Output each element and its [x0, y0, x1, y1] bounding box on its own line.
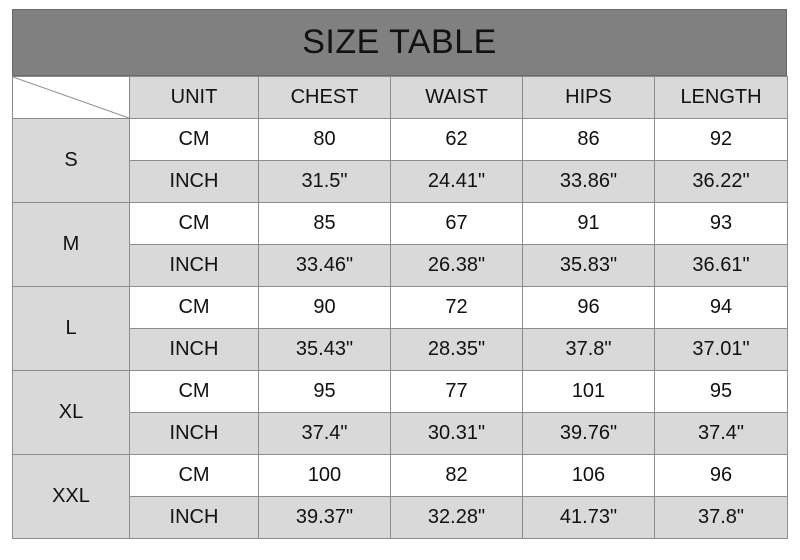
measurement-cell: 93: [654, 202, 788, 245]
measurement-cell: 91: [522, 202, 655, 245]
measurement-cell: 101: [522, 370, 655, 413]
measurement-cell: 33.46": [258, 244, 391, 287]
measurement-cell: 37.01": [654, 328, 788, 371]
measurement-cell: 24.41": [390, 160, 523, 203]
unit-cell: CM: [129, 118, 259, 161]
unit-cell: INCH: [129, 244, 259, 287]
table-row: INCH 33.46" 26.38" 35.83" 36.61": [13, 244, 788, 287]
measurement-cell: 35.43": [258, 328, 391, 371]
measurement-cell: 95: [258, 370, 391, 413]
measurement-cell: 36.22": [654, 160, 788, 203]
measurement-cell: 30.31": [390, 412, 523, 455]
unit-cell: INCH: [129, 160, 259, 203]
measurement-cell: 37.8": [654, 496, 788, 539]
unit-cell: CM: [129, 454, 259, 497]
measurement-cell: 100: [258, 454, 391, 497]
measurement-cell: 37.4": [654, 412, 788, 455]
size-label: XXL: [12, 454, 130, 539]
measurement-cell: 77: [390, 370, 523, 413]
measurement-cell: 67: [390, 202, 523, 245]
table-row: INCH 35.43" 28.35" 37.8" 37.01": [13, 328, 788, 371]
table-row: L CM 90 72 96 94: [12, 286, 788, 371]
header-length: LENGTH: [654, 76, 788, 119]
unit-cell: INCH: [129, 328, 259, 371]
diagonal-corner-cell: [12, 76, 130, 119]
measurement-cell: 85: [258, 202, 391, 245]
measurement-cell: 92: [654, 118, 788, 161]
measurement-cell: 37.8": [522, 328, 655, 371]
unit-cell: CM: [129, 202, 259, 245]
measurement-cell: 96: [654, 454, 788, 497]
measurement-cell: 39.76": [522, 412, 655, 455]
measurement-cell: 72: [390, 286, 523, 329]
unit-cell: INCH: [129, 412, 259, 455]
measurement-cell: 82: [390, 454, 523, 497]
size-label: XL: [12, 370, 130, 455]
measurement-cell: 62: [390, 118, 523, 161]
measurement-cell: 31.5": [258, 160, 391, 203]
header-unit: UNIT: [129, 76, 259, 119]
header-hips: HIPS: [522, 76, 655, 119]
measurement-cell: 95: [654, 370, 788, 413]
size-label: L: [12, 286, 130, 371]
measurement-cell: 106: [522, 454, 655, 497]
measurement-cell: 86: [522, 118, 655, 161]
table-row: INCH 39.37" 32.28" 41.73" 37.8": [13, 496, 788, 539]
table-row: INCH 31.5" 24.41" 33.86" 36.22": [13, 160, 788, 203]
size-label: M: [12, 202, 130, 287]
unit-cell: INCH: [129, 496, 259, 539]
table-title: SIZE TABLE: [12, 9, 787, 76]
measurement-cell: 94: [654, 286, 788, 329]
measurement-cell: 80: [258, 118, 391, 161]
measurement-cell: 35.83": [522, 244, 655, 287]
measurement-cell: 37.4": [258, 412, 391, 455]
unit-cell: CM: [129, 370, 259, 413]
size-label: S: [12, 118, 130, 203]
table-row: XL CM 95 77 101 95: [12, 370, 788, 455]
measurement-cell: 36.61": [654, 244, 788, 287]
header-chest: CHEST: [258, 76, 391, 119]
measurement-cell: 41.73": [522, 496, 655, 539]
size-table-container: SIZE TABLE UNIT CHEST WAIST HIPS LENGTH …: [12, 9, 788, 539]
table-row: S CM 80 62 86 92: [12, 118, 788, 203]
table-row: INCH 37.4" 30.31" 39.76" 37.4": [13, 412, 788, 455]
measurement-cell: 39.37": [258, 496, 391, 539]
size-table: UNIT CHEST WAIST HIPS LENGTH S CM 80 62 86 92…: [12, 76, 788, 539]
table-row: M CM 85 67 91 93: [12, 202, 788, 287]
measurement-cell: 90: [258, 286, 391, 329]
measurement-cell: 33.86": [522, 160, 655, 203]
measurement-cell: 26.38": [390, 244, 523, 287]
measurement-cell: 32.28": [390, 496, 523, 539]
header-row: UNIT CHEST WAIST HIPS LENGTH: [12, 76, 788, 119]
measurement-cell: 96: [522, 286, 655, 329]
header-waist: WAIST: [390, 76, 523, 119]
unit-cell: CM: [129, 286, 259, 329]
measurement-cell: 28.35": [390, 328, 523, 371]
table-row: XXL CM 100 82 106 96: [12, 454, 788, 539]
